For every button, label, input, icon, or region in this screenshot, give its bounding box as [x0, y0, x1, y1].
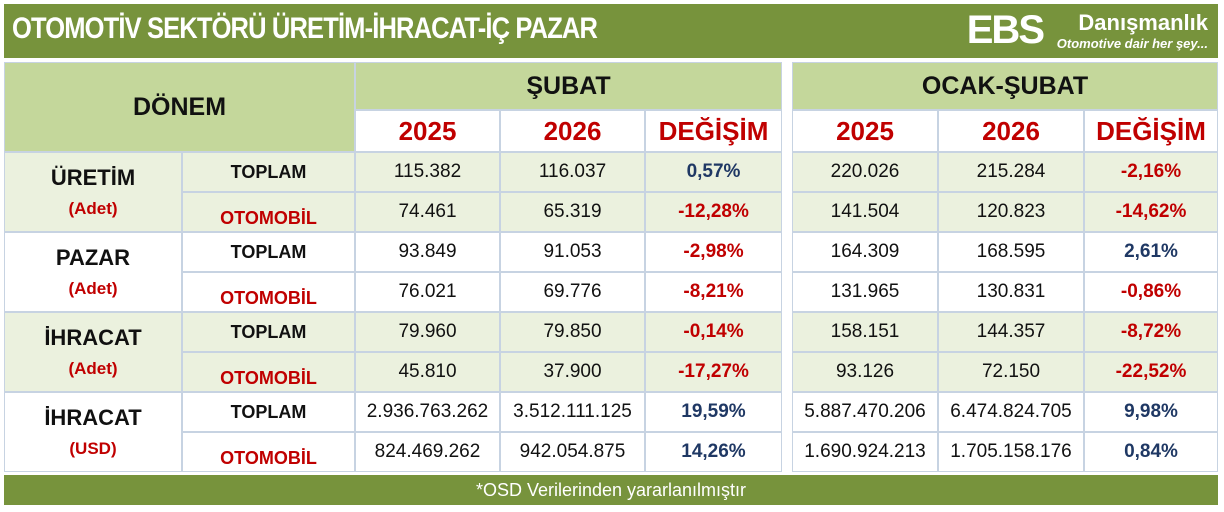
logo-brand: EBS [966, 8, 1045, 52]
change-cell: -2,98% [645, 232, 782, 272]
value-cell: 824.469.262 [355, 432, 500, 472]
value-cell: 91.053 [500, 232, 645, 272]
value-cell: 141.504 [792, 192, 938, 232]
change-cell: 0,57% [645, 152, 782, 192]
value-cell: 115.382 [355, 152, 500, 192]
change-cell: 0,84% [1084, 432, 1218, 472]
change-cell: -8,21% [645, 272, 782, 312]
row-group-label: PAZAR (Adet) [4, 232, 182, 312]
value-cell: 72.150 [938, 352, 1084, 392]
value-cell: 130.831 [938, 272, 1084, 312]
row-label: OTOMOBİL [182, 272, 355, 312]
logo-tagline: Otomotive dair her şey... [1056, 36, 1208, 51]
value-cell: 93.849 [355, 232, 500, 272]
group-unit: (Adet) [68, 199, 118, 218]
column-header-deği̇şi̇m: DEĞİŞİM [1084, 110, 1218, 152]
value-cell: 116.037 [500, 152, 645, 192]
value-cell: 1.705.158.176 [938, 432, 1084, 472]
title-bar: OTOMOTİV SEKTÖRÜ ÜRETİM-İHRACAT-İÇ PAZAR… [4, 4, 1218, 58]
change-cell: -12,28% [645, 192, 782, 232]
value-cell: 942.054.875 [500, 432, 645, 472]
row-label: OTOMOBİL [182, 432, 355, 472]
change-cell: -14,62% [1084, 192, 1218, 232]
value-cell: 45.810 [355, 352, 500, 392]
row-label: TOPLAM [182, 392, 355, 432]
value-cell: 93.126 [792, 352, 938, 392]
change-cell: -2,16% [1084, 152, 1218, 192]
group-name: ÜRETİM [50, 165, 136, 190]
group-name: PAZAR [55, 245, 131, 270]
change-cell: -0,86% [1084, 272, 1218, 312]
value-cell: 164.309 [792, 232, 938, 272]
value-cell: 79.960 [355, 312, 500, 352]
change-cell: 14,26% [645, 432, 782, 472]
group-name: İHRACAT [44, 405, 142, 430]
value-cell: 37.900 [500, 352, 645, 392]
value-cell: 131.965 [792, 272, 938, 312]
value-cell: 2.936.763.262 [355, 392, 500, 432]
value-cell: 168.595 [938, 232, 1084, 272]
value-cell: 69.776 [500, 272, 645, 312]
value-cell: 65.319 [500, 192, 645, 232]
change-cell: -0,14% [645, 312, 782, 352]
row-label: TOPLAM [182, 312, 355, 352]
row-label: TOPLAM [182, 152, 355, 192]
column-header-2025: 2025 [355, 110, 500, 152]
logo-name: Danışmanlık [1078, 10, 1208, 35]
value-cell: 76.021 [355, 272, 500, 312]
change-cell: 19,59% [645, 392, 782, 432]
group-unit: (USD) [69, 439, 117, 458]
value-cell: 5.887.470.206 [792, 392, 938, 432]
value-cell: 215.284 [938, 152, 1084, 192]
group-header-subat: ŞUBAT [355, 62, 782, 110]
logo: EBS Danışmanlık Otomotive dair her şey..… [948, 8, 1208, 54]
value-cell: 1.690.924.213 [792, 432, 938, 472]
column-header-2026: 2026 [938, 110, 1084, 152]
change-cell: -17,27% [645, 352, 782, 392]
row-label: OTOMOBİL [182, 192, 355, 232]
column-header-2025: 2025 [792, 110, 938, 152]
change-cell: 2,61% [1084, 232, 1218, 272]
footer-note: *OSD Verilerinden yararlanılmıştır [4, 475, 1218, 505]
value-cell: 3.512.111.125 [500, 392, 645, 432]
row-label: TOPLAM [182, 232, 355, 272]
group-name: İHRACAT [44, 325, 142, 350]
row-group-label: İHRACAT (USD) [4, 392, 182, 472]
row-group-label: ÜRETİM (Adet) [4, 152, 182, 232]
change-cell: -8,72% [1084, 312, 1218, 352]
group-unit: (Adet) [68, 279, 118, 298]
change-cell: 9,98% [1084, 392, 1218, 432]
value-cell: 120.823 [938, 192, 1084, 232]
row-label: OTOMOBİL [182, 352, 355, 392]
value-cell: 144.357 [938, 312, 1084, 352]
value-cell: 158.151 [792, 312, 938, 352]
value-cell: 6.474.824.705 [938, 392, 1084, 432]
group-header-ocak-subat: OCAK-ŞUBAT [792, 62, 1218, 110]
row-group-label: İHRACAT (Adet) [4, 312, 182, 392]
value-cell: 220.026 [792, 152, 938, 192]
column-header-2026: 2026 [500, 110, 645, 152]
page-title: OTOMOTİV SEKTÖRÜ ÜRETİM-İHRACAT-İÇ PAZAR [12, 12, 598, 45]
period-header: DÖNEM [4, 62, 355, 152]
value-cell: 74.461 [355, 192, 500, 232]
value-cell: 79.850 [500, 312, 645, 352]
group-unit: (Adet) [68, 359, 118, 378]
change-cell: -22,52% [1084, 352, 1218, 392]
column-header-deği̇şi̇m: DEĞİŞİM [645, 110, 782, 152]
